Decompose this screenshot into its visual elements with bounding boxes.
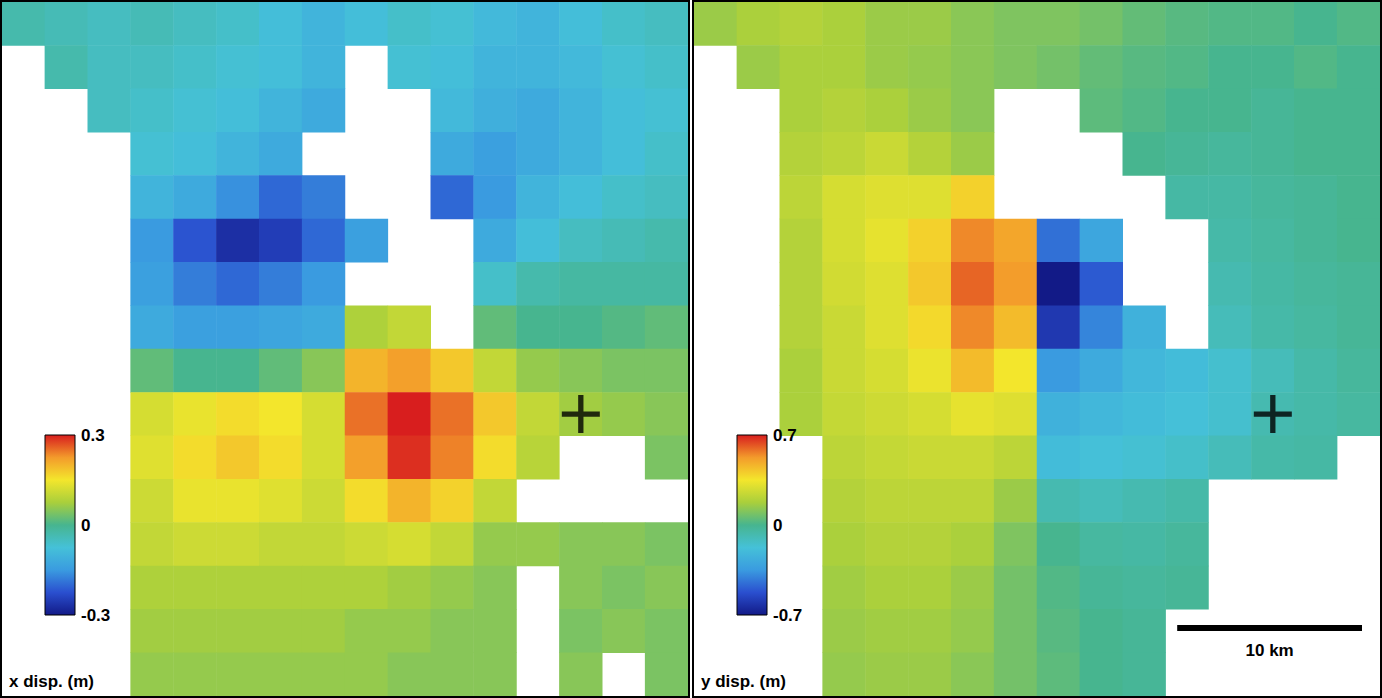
svg-text:x disp. (m): x disp. (m) bbox=[9, 672, 94, 691]
svg-text:-0.7: -0.7 bbox=[773, 606, 802, 625]
svg-text:y disp. (m): y disp. (m) bbox=[701, 672, 786, 691]
svg-text:0: 0 bbox=[773, 516, 782, 535]
svg-text:0: 0 bbox=[81, 516, 90, 535]
svg-text:0.7: 0.7 bbox=[773, 426, 797, 445]
svg-text:0.3: 0.3 bbox=[81, 426, 105, 445]
svg-text:10 km: 10 km bbox=[1245, 641, 1293, 660]
svg-text:-0.3: -0.3 bbox=[81, 606, 110, 625]
